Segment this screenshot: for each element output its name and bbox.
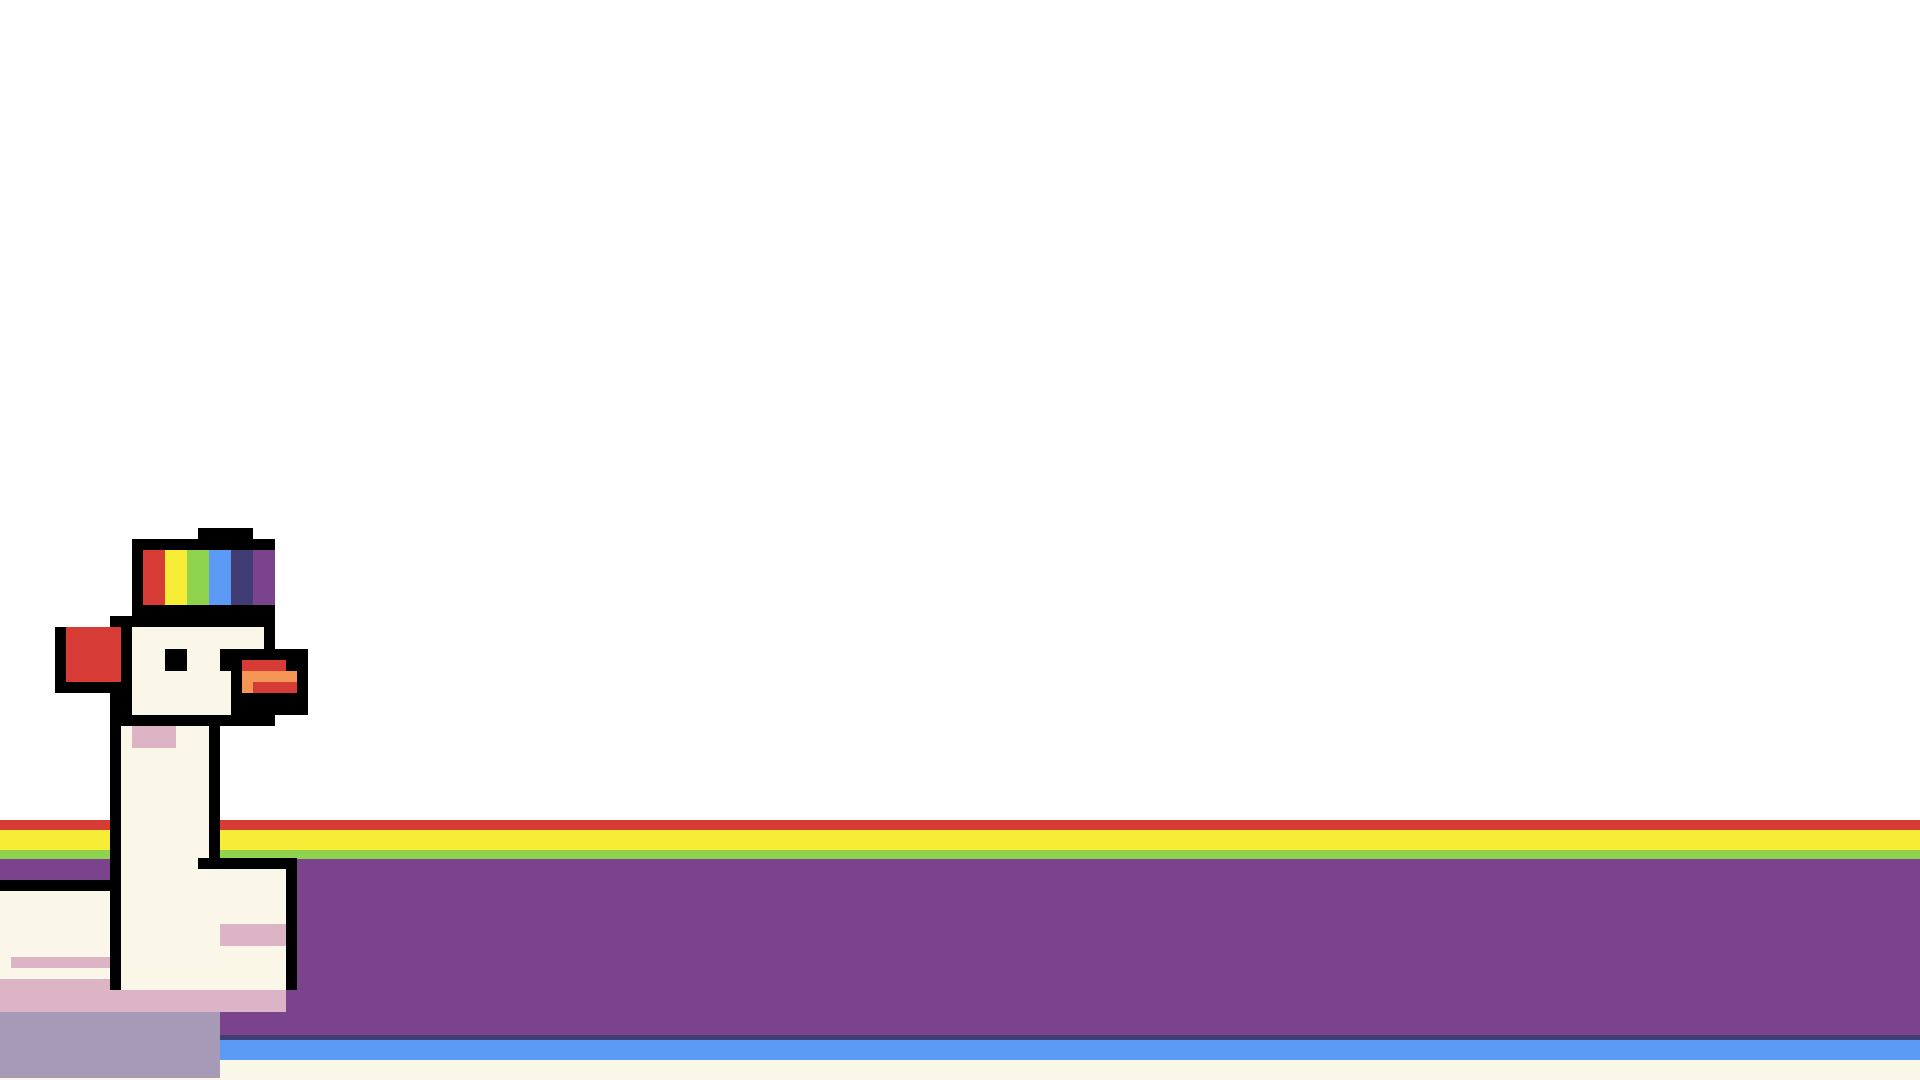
goose-beak-lip bbox=[253, 682, 297, 693]
rainbow-cap-stripe bbox=[209, 550, 231, 605]
rainbow-cap-stripe bbox=[231, 550, 253, 605]
rainbow-cap-stripe bbox=[165, 550, 187, 605]
floor-red-stripe bbox=[0, 820, 1920, 830]
goose-neck-shade bbox=[132, 726, 176, 748]
goose-underside-shadow bbox=[0, 1012, 220, 1078]
floor-cream-stripe bbox=[0, 1060, 1920, 1080]
goose-body-shade bbox=[11, 957, 121, 968]
rainbow-cap-top-outline bbox=[198, 528, 253, 539]
floor-purple-band bbox=[0, 859, 1920, 1035]
floor-indigo-stripe bbox=[0, 1035, 1920, 1040]
floor-blue-stripe bbox=[0, 1040, 1920, 1060]
rainbow-cap-stripe bbox=[253, 550, 275, 605]
goose-chest-shade bbox=[220, 924, 286, 946]
floor-green-stripe bbox=[0, 850, 1920, 859]
goose-pompom bbox=[66, 627, 121, 682]
rainbow-cap-stripe bbox=[187, 550, 209, 605]
goose-eye bbox=[165, 649, 187, 671]
goose-sprite bbox=[0, 528, 308, 1078]
floor-yellow-stripe bbox=[0, 830, 1920, 850]
rainbow-cap-stripe bbox=[143, 550, 165, 605]
